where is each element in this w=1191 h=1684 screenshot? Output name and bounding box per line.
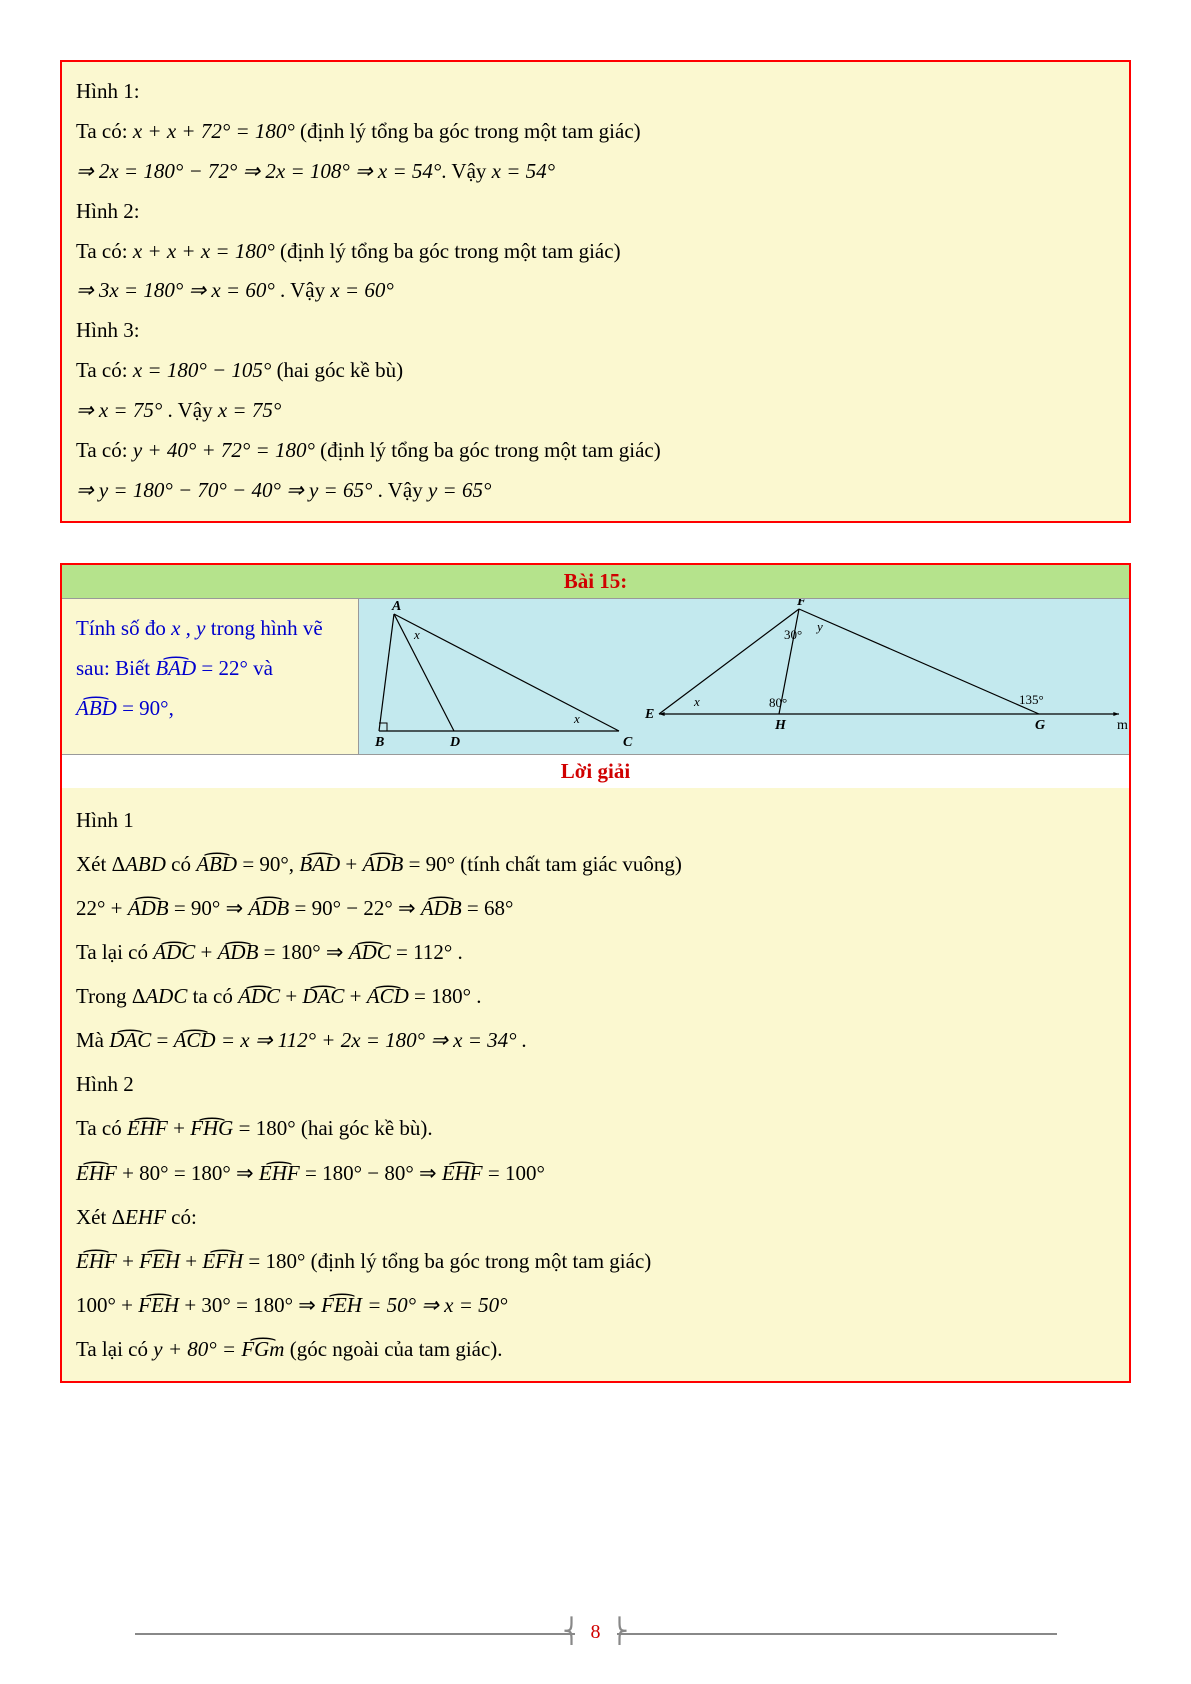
sol-line: Trong ΔADC ta có ADC + DAC + ACD = 180° … xyxy=(76,974,1115,1018)
svg-text:m: m xyxy=(1117,718,1128,733)
exercise-header: Bài 15: xyxy=(62,565,1129,599)
sol-line: Ta lại có y + 80° = FGm (góc ngoài của t… xyxy=(76,1327,1115,1371)
problem-row: Tính số đo x , y trong hình vẽ sau: Biết… xyxy=(62,599,1129,754)
svg-text:x: x xyxy=(693,694,700,709)
svg-text:y: y xyxy=(815,619,823,634)
hinh-label: Hình 1: xyxy=(76,72,1115,112)
sol-line: 100° + FEH + 30° = 180° ⇒ FEH = 50° ⇒ x … xyxy=(76,1283,1115,1327)
sol-line: Xét ΔABD có ABD = 90°, BAD + ADB = 90° (… xyxy=(76,842,1115,886)
sol-line: Mà DAC = ACD = x ⇒ 112° + 2x = 180° ⇒ x … xyxy=(76,1018,1115,1062)
sol-line: Ta có: y + 40° + 72° = 180° (định lý tổn… xyxy=(76,431,1115,471)
solution-box-1: Hình 1: Ta có: x + x + 72° = 180° (định … xyxy=(60,60,1131,523)
svg-text:x: x xyxy=(413,627,420,642)
sol-line: Ta lại có ADC + ADB = 180° ⇒ ADC = 112° … xyxy=(76,930,1115,974)
problem-text: Tính số đo x , y trong hình vẽ sau: Biết… xyxy=(62,599,359,754)
svg-text:H: H xyxy=(774,718,787,733)
sol-line: ⇒ y = 180° − 70° − 40° ⇒ y = 65° . Vậy y… xyxy=(76,471,1115,511)
svg-text:F: F xyxy=(796,599,807,609)
solution-header: Lời giải xyxy=(62,754,1129,788)
hinh-label: Hình 3: xyxy=(76,311,1115,351)
sol-line: EHF + 80° = 180° ⇒ EHF = 180° − 80° ⇒ EH… xyxy=(76,1151,1115,1195)
svg-text:C: C xyxy=(623,735,633,749)
svg-text:E: E xyxy=(644,707,654,722)
hinh-label: Hình 2: xyxy=(76,192,1115,232)
svg-text:30°: 30° xyxy=(784,627,802,642)
sol-line: EHF + FEH + EFH = 180° (định lý tổng ba … xyxy=(76,1239,1115,1283)
sol-line: Ta có: x + x + 72° = 180° (định lý tổng … xyxy=(76,112,1115,152)
svg-text:A: A xyxy=(391,599,401,614)
geometry-diagram: A B D Cx x E H G Fm 30° 80° 135° x y xyxy=(359,599,1129,749)
page-number: ⎨ 8 ⎬ xyxy=(575,1621,617,1644)
svg-text:D: D xyxy=(449,735,460,749)
solution-body: Hình 1 Xét ΔABD có ABD = 90°, BAD + ADB … xyxy=(62,788,1129,1381)
sol-line: Ta có EHF + FHG = 180° (hai góc kề bù). xyxy=(76,1106,1115,1150)
svg-text:G: G xyxy=(1035,718,1045,733)
page-footer: ⎨ 8 ⎬ xyxy=(0,1621,1191,1644)
svg-text:80°: 80° xyxy=(769,695,787,710)
svg-text:135°: 135° xyxy=(1019,692,1044,707)
exercise-box: Bài 15: Tính số đo x , y trong hình vẽ s… xyxy=(60,563,1131,1383)
svg-text:B: B xyxy=(374,735,384,749)
sol-line: ⇒ 2x = 180° − 72° ⇒ 2x = 108° ⇒ x = 54°.… xyxy=(76,152,1115,192)
problem-figure: A B D Cx x E H G Fm 30° 80° 135° x y xyxy=(359,599,1129,754)
svg-text:x: x xyxy=(573,711,580,726)
sol-line: ⇒ 3x = 180° ⇒ x = 60° . Vậy x = 60° xyxy=(76,271,1115,311)
sol-line: Ta có: x = 180° − 105° (hai góc kề bù) xyxy=(76,351,1115,391)
sol-line: Ta có: x + x + x = 180° (định lý tổng ba… xyxy=(76,232,1115,272)
hinh-label: Hình 2 xyxy=(76,1062,1115,1106)
sol-line: ⇒ x = 75° . Vậy x = 75° xyxy=(76,391,1115,431)
